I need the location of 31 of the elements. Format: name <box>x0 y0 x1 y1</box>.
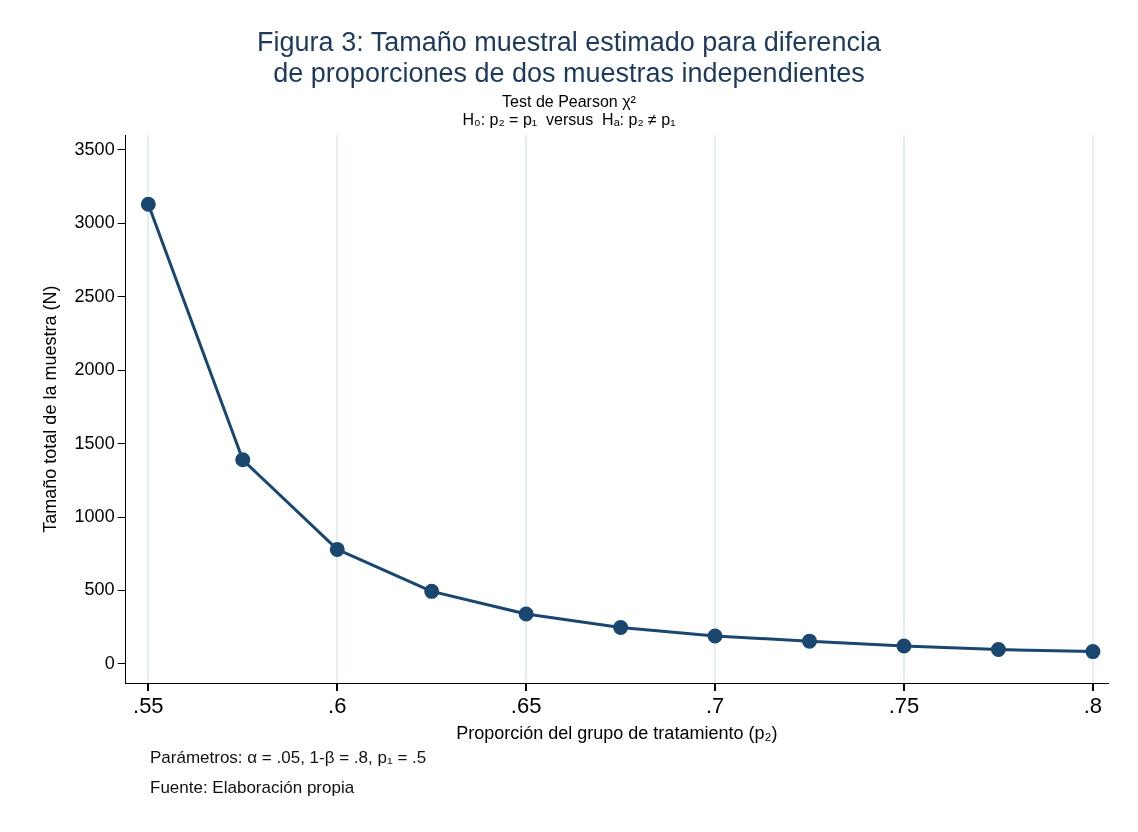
point <box>424 583 440 599</box>
x-tick-label: .7 <box>705 693 725 719</box>
x-tick-label: .6 <box>328 693 347 719</box>
y-axis-title: Tamaño total de la muestra (N) <box>39 285 60 533</box>
point <box>990 642 1006 658</box>
y-tick-label: 1000 <box>74 506 115 527</box>
x-axis-title: Proporción del grupo de tratamiento (p₂) <box>456 723 778 744</box>
text: Parámetros: α = .05, 1-β = .8, p₁ = .5 <box>150 748 427 768</box>
point <box>329 541 345 557</box>
y-tick-label: 500 <box>84 579 115 600</box>
x-tick-label: .65 <box>510 693 542 719</box>
y-tick-label: 3500 <box>74 138 115 159</box>
x-tick-label: .55 <box>133 693 164 719</box>
point <box>707 628 723 644</box>
y-tick-label: 1500 <box>74 432 115 453</box>
y-tick-label: 0 <box>104 652 115 673</box>
point <box>235 452 251 468</box>
point <box>896 638 912 654</box>
x-tick-label: .8 <box>1083 693 1103 719</box>
x-tick-label: .75 <box>888 693 920 719</box>
point <box>802 633 818 649</box>
y-tick-label: 2000 <box>74 359 115 380</box>
point <box>140 196 156 212</box>
y-tick-label: 2500 <box>74 285 115 306</box>
point <box>518 606 534 622</box>
chart-subtitle: Test de Pearson χ² H₀: p₂ = p₁ versus Hₐ: p₂ ≠ p₁ <box>462 93 676 128</box>
point <box>1085 644 1101 660</box>
source-note: Fuente: Elaboración propia <box>150 778 356 798</box>
chart-title: Figura 3: Tamaño muestral estimado para diferencia de proporciones de dos muestras independientes <box>257 26 882 89</box>
point <box>613 620 629 635</box>
y-tick-label: 3000 <box>74 212 115 233</box>
